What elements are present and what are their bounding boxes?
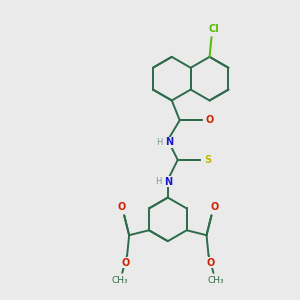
- Text: CH₃: CH₃: [207, 276, 224, 285]
- Text: CH₃: CH₃: [112, 276, 128, 285]
- Text: O: O: [206, 258, 214, 268]
- Text: Cl: Cl: [208, 24, 219, 34]
- Text: O: O: [210, 202, 219, 212]
- Text: O: O: [121, 258, 129, 268]
- Text: H: H: [156, 138, 162, 147]
- Text: N: N: [165, 137, 173, 147]
- Text: S: S: [204, 155, 211, 165]
- Text: O: O: [117, 202, 125, 212]
- Text: H: H: [155, 177, 161, 186]
- Text: N: N: [164, 177, 172, 187]
- Text: O: O: [205, 115, 214, 125]
